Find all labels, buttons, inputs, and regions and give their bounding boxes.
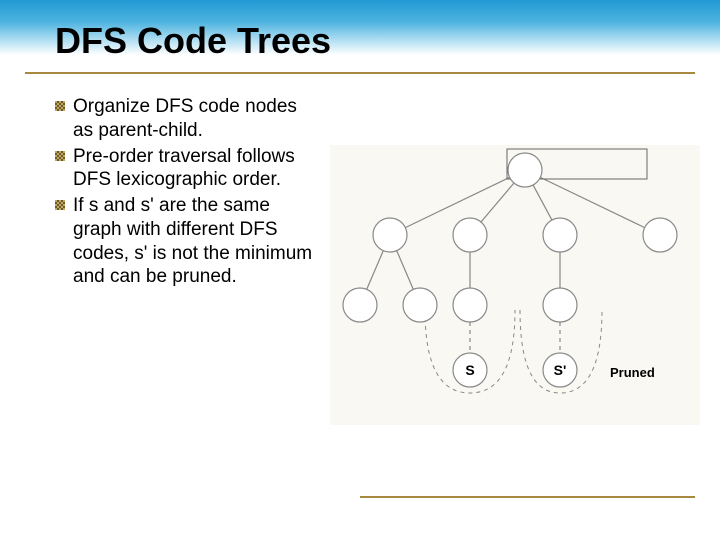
list-item: Organize DFS code nodes as parent-child. xyxy=(55,95,315,143)
title-underline xyxy=(25,72,695,74)
bullet-text: If s and s' are the same graph with diff… xyxy=(73,194,315,289)
tree-diagram: S S' Pruned xyxy=(330,145,700,425)
bullet-icon xyxy=(55,151,65,161)
bullet-icon xyxy=(55,200,65,210)
list-item: Pre-order traversal follows DFS lexicogr… xyxy=(55,145,315,193)
svg-text:S: S xyxy=(465,362,474,378)
svg-text:S': S' xyxy=(554,362,567,378)
svg-text:Pruned: Pruned xyxy=(610,365,655,380)
slide-title: DFS Code Trees xyxy=(55,20,331,62)
bullet-icon xyxy=(55,101,65,111)
bullet-text: Pre-order traversal follows DFS lexicogr… xyxy=(73,145,315,193)
footer-underline xyxy=(360,496,695,498)
bullet-list: Organize DFS code nodes as parent-child.… xyxy=(55,95,315,291)
bullet-text: Organize DFS code nodes as parent-child. xyxy=(73,95,315,143)
list-item: If s and s' are the same graph with diff… xyxy=(55,194,315,289)
